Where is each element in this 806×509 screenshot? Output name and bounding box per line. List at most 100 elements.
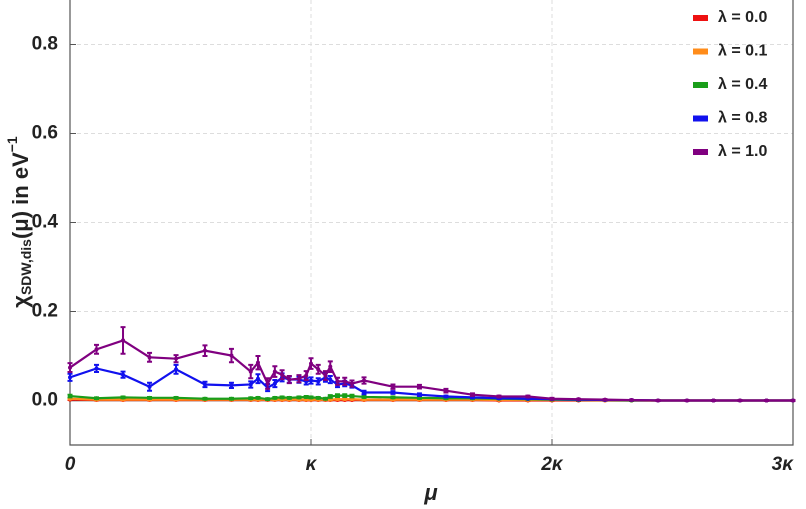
point (248, 382, 253, 387)
point (390, 390, 395, 395)
y-label-subscript: SDW,dis (18, 239, 34, 295)
point (147, 355, 152, 360)
point (349, 381, 354, 386)
point (390, 395, 395, 400)
point (202, 382, 207, 387)
point (229, 353, 234, 358)
point (202, 396, 207, 401)
point (94, 366, 99, 371)
point (296, 395, 301, 400)
point (255, 360, 260, 365)
point (68, 375, 72, 380)
point (335, 393, 340, 398)
point (309, 378, 313, 383)
point (121, 372, 126, 377)
point (737, 398, 742, 403)
y-tick-label: 0.4 (32, 212, 59, 233)
point (316, 367, 321, 372)
axis-frame (69, 0, 794, 446)
point (684, 398, 689, 403)
point (68, 365, 72, 370)
point (328, 377, 333, 382)
point (656, 398, 661, 403)
point (323, 396, 328, 401)
y-tick-label: 0.6 (32, 123, 58, 144)
point (265, 381, 270, 386)
point (68, 394, 72, 399)
point (229, 396, 234, 401)
point (272, 395, 277, 400)
point (335, 397, 340, 402)
point (417, 392, 422, 397)
point (287, 377, 292, 382)
y-tick-label: 0.0 (32, 390, 58, 411)
point (309, 395, 313, 400)
point (202, 348, 207, 353)
point (525, 394, 530, 399)
point (443, 388, 448, 393)
point (390, 384, 395, 389)
point (272, 369, 277, 374)
y-label-symbol: χ (8, 295, 33, 308)
point (121, 338, 126, 343)
point (296, 376, 301, 381)
legend-label: λ = 0.4 (718, 76, 767, 93)
point (147, 395, 152, 400)
point (174, 367, 179, 372)
point (280, 395, 285, 400)
point (603, 397, 608, 402)
point (121, 395, 126, 400)
point (335, 379, 340, 384)
point (550, 396, 554, 401)
point (362, 394, 367, 399)
legend-label: λ = 1.0 (718, 143, 767, 160)
point (316, 395, 321, 400)
point (280, 372, 285, 377)
point (791, 398, 795, 403)
point (316, 379, 321, 384)
y-label-superscript: −1 (4, 136, 20, 152)
point (342, 393, 347, 398)
point (417, 384, 422, 389)
y-axis-label: χSDW,dis(μ) in eV−1 (4, 136, 34, 308)
point (248, 396, 253, 401)
point (470, 392, 475, 397)
point (576, 397, 581, 402)
point (304, 394, 309, 399)
point (323, 373, 328, 378)
point (328, 394, 333, 399)
legend-label: λ = 0.8 (718, 110, 767, 127)
point (764, 398, 769, 403)
point (362, 390, 367, 395)
point (342, 397, 347, 402)
point (304, 373, 309, 378)
point (174, 356, 179, 361)
point (255, 376, 260, 381)
x-tick-label: 3κ (772, 454, 795, 475)
y-tick-label: 0.2 (32, 301, 58, 322)
point (496, 394, 501, 399)
point (309, 361, 313, 366)
point (255, 395, 260, 400)
point (174, 395, 179, 400)
point (443, 394, 448, 399)
point (94, 347, 99, 352)
point (349, 394, 354, 399)
legend-label: λ = 0.0 (718, 9, 767, 26)
x-tick-label: κ (306, 454, 318, 475)
point (147, 384, 152, 389)
x-axis-label: μ (423, 480, 437, 505)
legend-label: λ = 0.1 (718, 43, 767, 60)
x-tick-label: 2κ (540, 454, 564, 475)
y-label-text: (μ) in eV (8, 152, 33, 239)
y-tick-label: 0.8 (32, 34, 58, 55)
point (272, 381, 277, 386)
point (265, 397, 270, 402)
point (94, 396, 99, 401)
point (328, 364, 333, 369)
point (287, 395, 292, 400)
point (248, 369, 253, 374)
point (342, 379, 347, 384)
point (711, 398, 716, 403)
